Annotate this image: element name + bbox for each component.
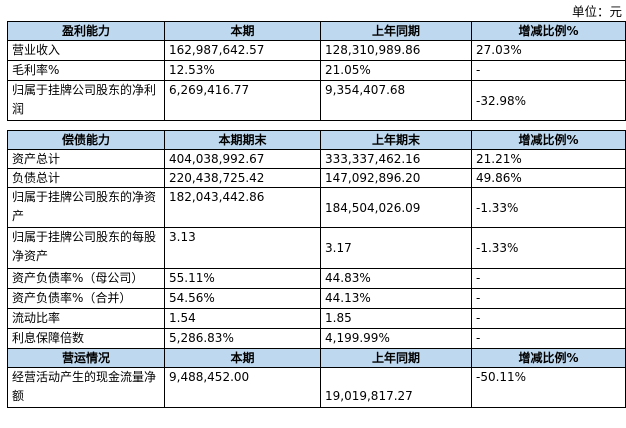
change-value: - xyxy=(471,308,626,329)
current-value: 182,043,442.86 xyxy=(164,187,321,228)
row-label: 利息保障倍数 xyxy=(7,328,165,349)
change-value: -1.33% xyxy=(471,187,626,228)
header-cell: 上年期末 xyxy=(320,130,472,150)
header-cell: 本期 xyxy=(164,348,321,368)
row-label: 经营活动产生的现金流量净额 xyxy=(12,370,157,403)
table-row: 经营活动产生的现金流量净额 9,488,452.00 19,019,817.27… xyxy=(7,367,626,408)
change-value: 21.21% xyxy=(471,149,626,169)
table-row: 营业收入 162,987,642.57 128,310,989.86 27.03… xyxy=(7,40,626,61)
change-value: 27.03% xyxy=(471,40,626,61)
header-cell: 盈利能力 xyxy=(7,21,165,41)
current-value: 3.13 xyxy=(164,227,321,269)
current-value: 6,269,416.77 xyxy=(164,80,321,121)
unit-label: 单位：元 xyxy=(571,4,622,19)
table-row: 归属于挂牌公司股东的净利润 6,269,416.77 9,354,407.68 … xyxy=(7,80,626,121)
row-label: 资产负债率%（母公司） xyxy=(7,268,165,289)
header-cell: 增减比例% xyxy=(471,21,626,41)
row-label: 营业收入 xyxy=(7,40,165,61)
header-cell: 增减比例% xyxy=(471,348,626,368)
solvency-header-row: 偿债能力 本期期末 上年期末 增减比例% xyxy=(7,130,626,150)
current-value: 55.11% xyxy=(164,268,321,289)
previous-value: 4,199.99% xyxy=(320,328,472,349)
header-cell: 增减比例% xyxy=(471,130,626,150)
table-row: 负债总计 220,438,725.42 147,092,896.20 49.86… xyxy=(7,168,626,188)
header-cell: 偿债能力 xyxy=(7,130,165,150)
current-value: 12.53% xyxy=(164,60,321,81)
previous-value: 9,354,407.68 xyxy=(320,80,472,121)
header-cell: 本期期末 xyxy=(164,130,321,150)
header-cell: 上年同期 xyxy=(320,348,472,368)
previous-value: 21.05% xyxy=(320,60,472,81)
change-value: - xyxy=(471,328,626,349)
profitability-header-row: 盈利能力 本期 上年同期 增减比例% xyxy=(7,21,626,41)
current-value: 5,286.83% xyxy=(164,328,321,349)
header-cell: 营运情况 xyxy=(7,348,165,368)
previous-value: 333,337,462.16 xyxy=(320,149,472,169)
row-label: 归属于挂牌公司股东的每股净资产 xyxy=(12,230,157,263)
row-label: 流动比率 xyxy=(7,308,165,329)
previous-value: 44.13% xyxy=(320,288,472,309)
operations-header-row: 营运情况 本期 上年同期 增减比例% xyxy=(7,348,626,368)
row-label: 资产总计 xyxy=(7,149,165,169)
header-cell: 上年同期 xyxy=(320,21,472,41)
change-value: -1.33% xyxy=(471,227,626,269)
table-row: 归属于挂牌公司股东的净资产 182,043,442.86 184,504,026… xyxy=(7,187,626,228)
row-label: 资产负债率%（合并） xyxy=(7,288,165,309)
previous-value: 128,310,989.86 xyxy=(320,40,472,61)
previous-value: 184,504,026.09 xyxy=(320,187,472,228)
previous-value: 19,019,817.27 xyxy=(320,367,472,408)
table-row: 资产负债率%（合并） 54.56% 44.13% - xyxy=(7,288,626,309)
table-row: 资产负债率%（母公司） 55.11% 44.83% - xyxy=(7,268,626,289)
table-row: 毛利率% 12.53% 21.05% - xyxy=(7,60,626,81)
row-label: 归属于挂牌公司股东的净资产 xyxy=(12,190,157,223)
previous-value: 1.85 xyxy=(320,308,472,329)
table-row: 归属于挂牌公司股东的每股净资产 3.13 3.17 -1.33% xyxy=(7,227,626,269)
change-value: - xyxy=(471,60,626,81)
previous-value: 147,092,896.20 xyxy=(320,168,472,188)
current-value: 404,038,992.67 xyxy=(164,149,321,169)
current-value: 9,488,452.00 xyxy=(164,367,321,408)
row-label: 毛利率% xyxy=(7,60,165,81)
current-value: 220,438,725.42 xyxy=(164,168,321,188)
change-value: -32.98% xyxy=(471,80,626,121)
previous-value: 44.83% xyxy=(320,268,472,289)
previous-value: 3.17 xyxy=(320,227,472,269)
table-row: 资产总计 404,038,992.67 333,337,462.16 21.21… xyxy=(7,149,626,169)
row-label: 负债总计 xyxy=(7,168,165,188)
table-row: 利息保障倍数 5,286.83% 4,199.99% - xyxy=(7,328,626,349)
change-value: 49.86% xyxy=(471,168,626,188)
current-value: 162,987,642.57 xyxy=(164,40,321,61)
table-row: 流动比率 1.54 1.85 - xyxy=(7,308,626,329)
current-value: 54.56% xyxy=(164,288,321,309)
profitability-table: 盈利能力 本期 上年同期 增减比例% 营业收入 162,987,642.57 1… xyxy=(7,21,626,121)
header-cell: 本期 xyxy=(164,21,321,41)
change-value: -50.11% xyxy=(471,367,626,408)
change-value: - xyxy=(471,268,626,289)
change-value: - xyxy=(471,288,626,309)
row-label: 归属于挂牌公司股东的净利润 xyxy=(12,83,157,116)
current-value: 1.54 xyxy=(164,308,321,329)
solvency-table: 偿债能力 本期期末 上年期末 增减比例% 资产总计 404,038,992.67… xyxy=(7,130,626,408)
